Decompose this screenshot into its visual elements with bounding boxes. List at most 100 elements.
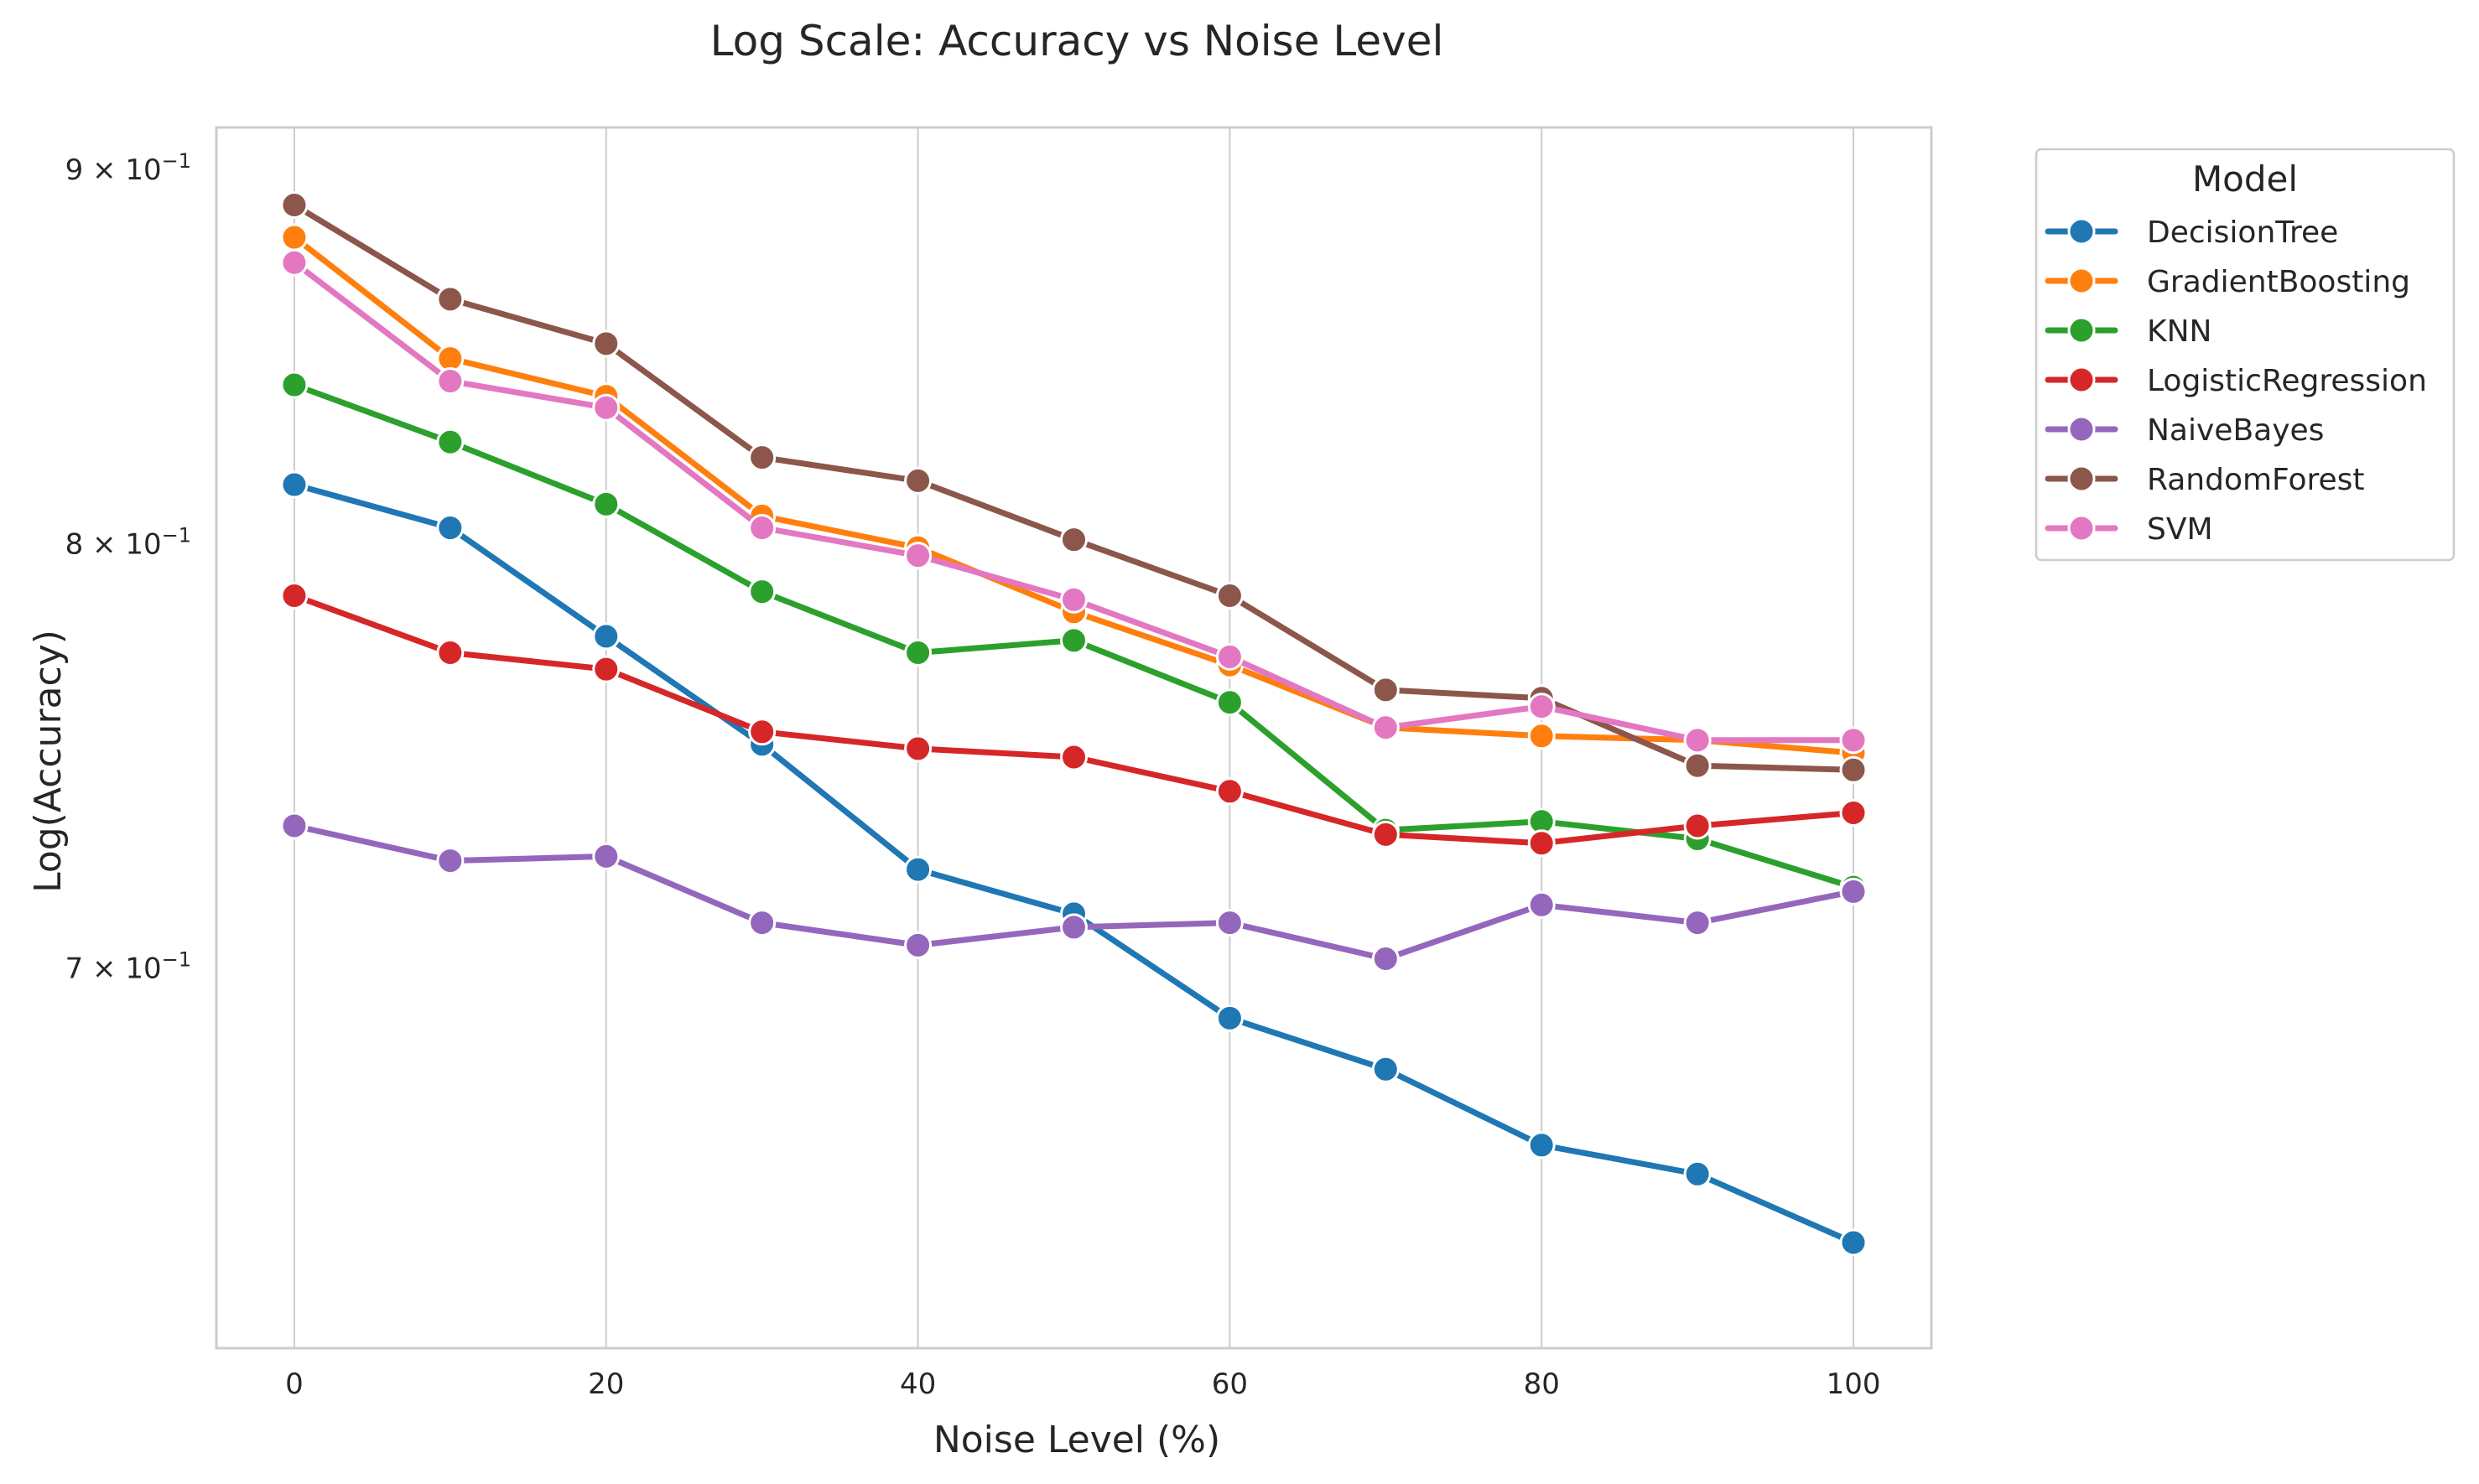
data-point-knn xyxy=(904,638,933,667)
data-point-svm xyxy=(748,514,777,542)
data-point-svm xyxy=(1060,585,1088,614)
data-point-naivebayes xyxy=(436,847,465,875)
data-point-naivebayes xyxy=(1683,909,1712,937)
series-naivebayes xyxy=(280,812,1868,973)
data-point-logisticregression xyxy=(1683,812,1712,840)
data-point-decisiontree xyxy=(1371,1055,1400,1083)
data-point-logisticregression xyxy=(1215,777,1244,806)
legend-marker xyxy=(2067,514,2096,542)
legend-item-svm: SVM xyxy=(2045,512,2213,547)
data-point-naivebayes xyxy=(1527,890,1556,919)
y-tick-label: 8 × 10−1 xyxy=(65,523,191,561)
legend-item-gradientboosting: GradientBoosting xyxy=(2045,265,2410,299)
x-tick-label: 80 xyxy=(1524,1367,1560,1401)
series-logisticregression xyxy=(280,581,1868,858)
data-point-logisticregression xyxy=(436,638,465,667)
data-point-gradientboosting xyxy=(280,223,309,252)
legend-marker xyxy=(2067,267,2096,295)
data-point-randomforest xyxy=(1839,755,1868,784)
data-point-decisiontree xyxy=(1527,1131,1556,1160)
data-point-randomforest xyxy=(1371,676,1400,704)
data-point-gradientboosting xyxy=(1527,722,1556,750)
legend-frame xyxy=(2035,148,2456,562)
data-point-naivebayes xyxy=(592,842,621,870)
legend-item-knn: KNN xyxy=(2045,314,2211,349)
legend-label: GradientBoosting xyxy=(2147,265,2410,299)
data-point-knn xyxy=(280,371,309,399)
data-point-svm xyxy=(1527,693,1556,721)
data-point-decisiontree xyxy=(1839,1228,1868,1257)
data-point-randomforest xyxy=(1060,526,1088,554)
legend-marker xyxy=(2067,217,2096,246)
data-point-randomforest xyxy=(1683,751,1712,780)
y-axis-ticks: 9 × 10−1 8 × 10−1 7 × 10−1 xyxy=(65,149,191,985)
data-point-knn xyxy=(1215,688,1244,717)
data-point-logisticregression xyxy=(1060,743,1088,771)
legend-label: DecisionTree xyxy=(2147,215,2338,250)
legend-item-logisticregression: LogisticRegression xyxy=(2045,364,2427,398)
data-point-decisiontree xyxy=(1215,1004,1244,1032)
data-point-logisticregression xyxy=(904,734,933,763)
data-point-decisiontree xyxy=(904,855,933,884)
data-point-naivebayes xyxy=(1215,909,1244,937)
x-tick-label: 100 xyxy=(1827,1367,1881,1401)
data-point-svm xyxy=(1371,713,1400,742)
legend-marker xyxy=(2067,366,2096,394)
data-point-svm xyxy=(280,248,309,277)
data-point-naivebayes xyxy=(1839,877,1868,905)
legend-marker xyxy=(2067,415,2096,444)
series-svm xyxy=(280,248,1868,755)
data-point-randomforest xyxy=(280,191,309,220)
series-group xyxy=(280,191,1868,1257)
x-tick-label: 60 xyxy=(1212,1367,1248,1401)
x-axis-ticks: 0 20 40 60 80 100 xyxy=(285,1367,1880,1401)
data-point-logisticregression xyxy=(1527,829,1556,858)
data-point-naivebayes xyxy=(904,931,933,959)
legend-marker xyxy=(2067,316,2096,345)
data-point-naivebayes xyxy=(748,909,777,937)
data-point-randomforest xyxy=(436,285,465,314)
data-point-decisiontree xyxy=(1683,1160,1712,1188)
legend-title: Model xyxy=(2192,158,2298,200)
data-point-randomforest xyxy=(1215,581,1244,610)
data-point-svm xyxy=(904,542,933,570)
plot-frame xyxy=(215,126,1933,1350)
data-point-naivebayes xyxy=(1371,945,1400,973)
data-point-randomforest xyxy=(748,444,777,472)
x-tick-label: 20 xyxy=(588,1367,624,1401)
data-point-logisticregression xyxy=(1371,820,1400,848)
x-tick-label: 0 xyxy=(285,1367,304,1401)
data-point-svm xyxy=(592,393,621,422)
data-point-decisiontree xyxy=(436,514,465,542)
data-point-logisticregression xyxy=(1839,798,1868,827)
data-point-naivebayes xyxy=(1060,913,1088,942)
data-point-knn xyxy=(436,428,465,456)
legend-item-decisiontree: DecisionTree xyxy=(2045,215,2338,250)
data-point-knn xyxy=(592,490,621,518)
legend-label: RandomForest xyxy=(2147,463,2365,497)
legend-item-randomforest: RandomForest xyxy=(2045,463,2365,497)
data-point-randomforest xyxy=(592,329,621,358)
data-point-knn xyxy=(1060,626,1088,655)
legend-label: LogisticRegression xyxy=(2147,364,2427,398)
data-point-randomforest xyxy=(904,466,933,495)
legend-label: SVM xyxy=(2147,512,2213,547)
y-axis-label: Log(Accuracy) xyxy=(27,630,70,893)
data-point-logisticregression xyxy=(280,581,309,610)
legend: Model DecisionTree GradientBoosting KNN Log… xyxy=(2035,148,2456,562)
x-axis-label: Noise Level (%) xyxy=(933,1419,1220,1461)
legend-label: KNN xyxy=(2147,314,2211,349)
y-tick-label: 7 × 10−1 xyxy=(65,947,191,985)
data-point-naivebayes xyxy=(280,812,309,840)
data-point-decisiontree xyxy=(280,470,309,499)
legend-marker xyxy=(2067,464,2096,493)
chart-title: Log Scale: Accuracy vs Noise Level xyxy=(710,17,1444,65)
data-point-svm xyxy=(1839,726,1868,755)
y-tick-label: 9 × 10−1 xyxy=(65,149,191,187)
legend-label: NaiveBayes xyxy=(2147,413,2324,448)
legend-item-naivebayes: NaiveBayes xyxy=(2045,413,2324,448)
legend-items: DecisionTree GradientBoosting KNN LogisticR… xyxy=(2045,215,2427,547)
data-point-logisticregression xyxy=(592,655,621,683)
data-point-logisticregression xyxy=(748,718,777,746)
